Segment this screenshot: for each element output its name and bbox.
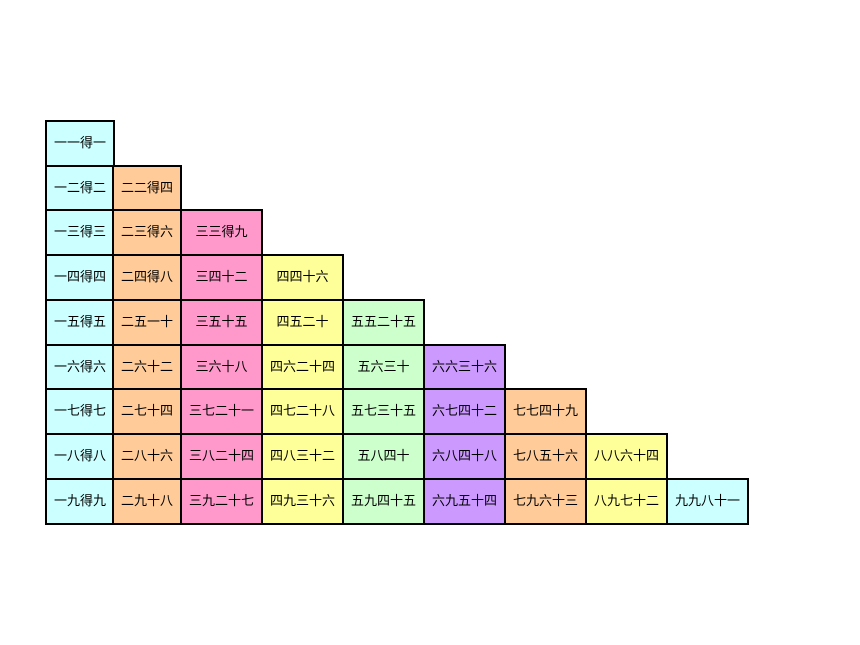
table-cell-3x3: 三三得九	[180, 209, 263, 256]
table-cell-5x8: 五八四十	[342, 433, 425, 480]
table-cell-2x7: 二七十四	[112, 388, 182, 435]
table-cell-2x6: 二六十二	[112, 344, 182, 391]
table-cell-2x4: 二四得八	[112, 254, 182, 301]
table-cell-4x4: 四四十六	[261, 254, 344, 301]
table-cell-2x3: 二三得六	[112, 209, 182, 256]
table-cell-4x6: 四六二十四	[261, 344, 344, 391]
table-cell-2x9: 二九十八	[112, 478, 182, 525]
table-cell-2x5: 二五一十	[112, 299, 182, 346]
table-cell-4x8: 四八三十二	[261, 433, 344, 480]
table-cell-1x6: 一六得六	[45, 344, 115, 391]
table-cell-4x9: 四九三十六	[261, 478, 344, 525]
table-cell-4x7: 四七二十八	[261, 388, 344, 435]
table-cell-6x9: 六九五十四	[423, 478, 506, 525]
table-cell-1x4: 一四得四	[45, 254, 115, 301]
table-cell-1x8: 一八得八	[45, 433, 115, 480]
table-cell-3x4: 三四十二	[180, 254, 263, 301]
table-cell-3x6: 三六十八	[180, 344, 263, 391]
table-cell-9x9: 九九八十一	[666, 478, 749, 525]
table-cell-1x5: 一五得五	[45, 299, 115, 346]
table-cell-3x7: 三七二十一	[180, 388, 263, 435]
table-cell-1x2: 一二得二	[45, 165, 115, 212]
table-cell-7x7: 七七四十九	[504, 388, 587, 435]
table-cell-1x3: 一三得三	[45, 209, 115, 256]
table-cell-7x9: 七九六十三	[504, 478, 587, 525]
table-cell-3x5: 三五十五	[180, 299, 263, 346]
table-cell-6x8: 六八四十八	[423, 433, 506, 480]
table-cell-3x9: 三九二十七	[180, 478, 263, 525]
table-cell-2x8: 二八十六	[112, 433, 182, 480]
table-cell-5x6: 五六三十	[342, 344, 425, 391]
table-cell-8x9: 八九七十二	[585, 478, 668, 525]
table-cell-5x7: 五七三十五	[342, 388, 425, 435]
table-cell-1x7: 一七得七	[45, 388, 115, 435]
table-cell-8x8: 八八六十四	[585, 433, 668, 480]
table-cell-5x5: 五五二十五	[342, 299, 425, 346]
table-cell-2x2: 二二得四	[112, 165, 182, 212]
table-cell-6x6: 六六三十六	[423, 344, 506, 391]
table-cell-1x9: 一九得九	[45, 478, 115, 525]
table-cell-5x9: 五九四十五	[342, 478, 425, 525]
table-cell-7x8: 七八五十六	[504, 433, 587, 480]
table-cell-6x7: 六七四十二	[423, 388, 506, 435]
table-cell-3x8: 三八二十四	[180, 433, 263, 480]
table-cell-4x5: 四五二十	[261, 299, 344, 346]
table-cell-1x1: 一一得一	[45, 120, 115, 167]
